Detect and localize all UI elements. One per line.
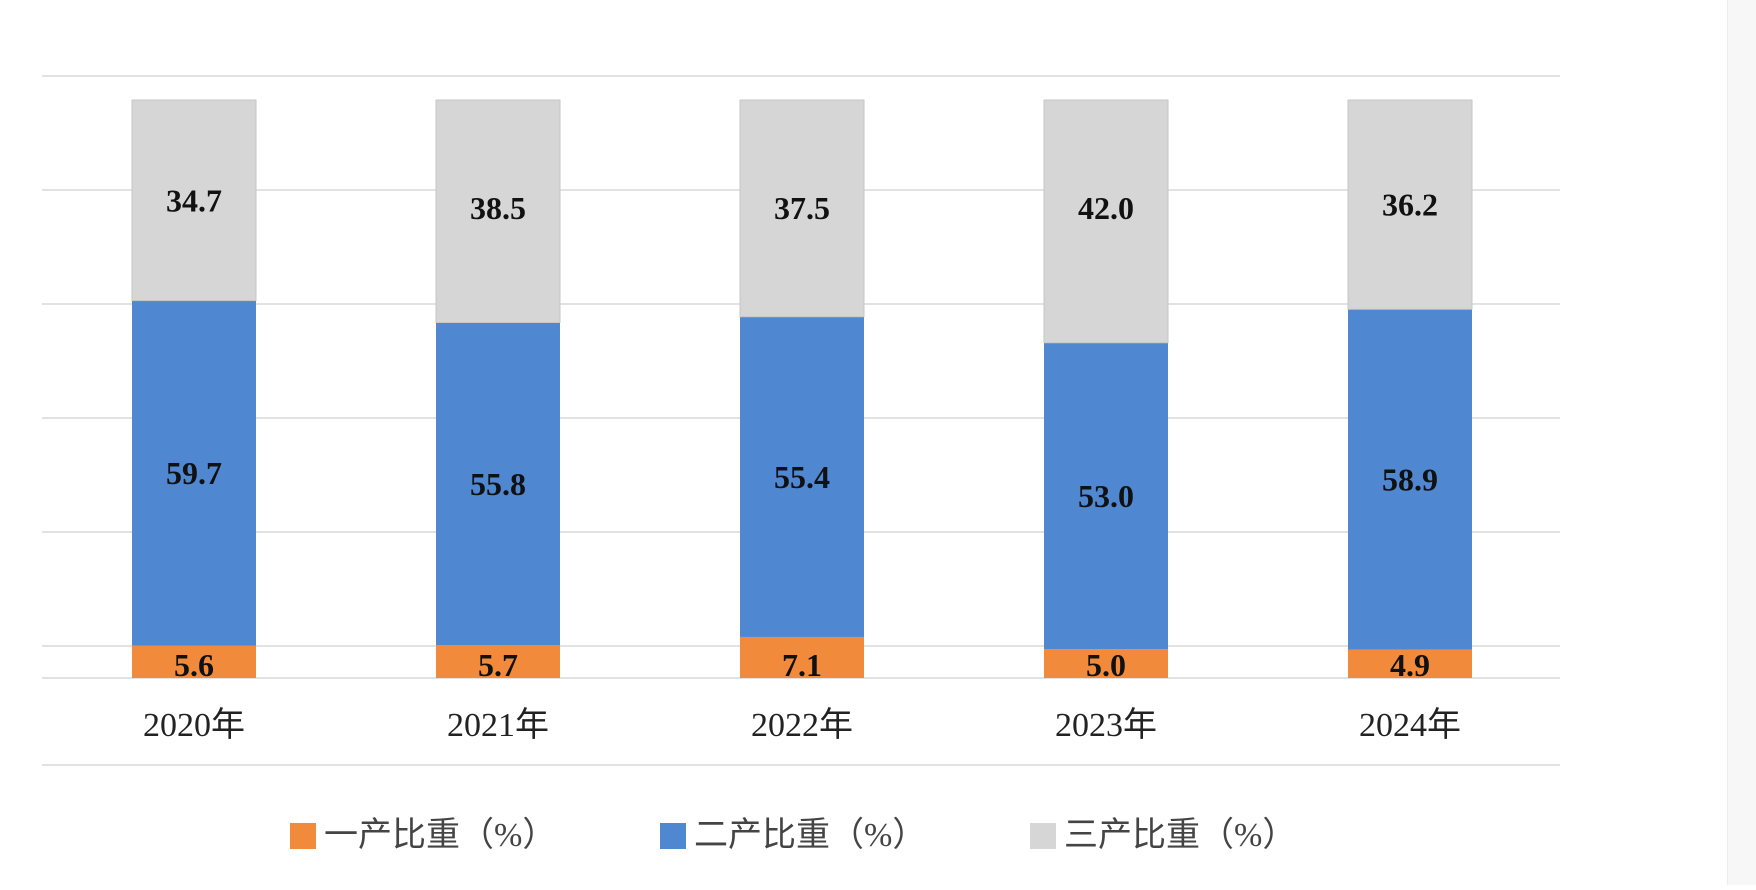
x-tick-label: 2022年 bbox=[751, 706, 853, 744]
data-label: 42.0 bbox=[1078, 190, 1134, 226]
legend-swatch bbox=[1030, 823, 1056, 849]
bar-segment bbox=[132, 300, 256, 646]
x-tick-label: 2020年 bbox=[143, 706, 245, 744]
bar-segment bbox=[1044, 649, 1168, 678]
data-label: 7.1 bbox=[782, 647, 822, 683]
x-axis: 2020年 2021年 2022年 2023年 2024年 bbox=[143, 706, 1461, 744]
legend-label: 一产比重（%） bbox=[324, 816, 556, 854]
legend: 一产比重（%） 二产比重（%） 三产比重（%） bbox=[290, 816, 1296, 854]
data-labels: 5.6 59.7 34.7 5.7 55.8 38.5 7.1 55.4 37.5 5.0 53.0… bbox=[166, 182, 1438, 683]
data-label: 5.0 bbox=[1086, 647, 1126, 683]
data-label: 55.8 bbox=[470, 466, 526, 502]
bar-segment bbox=[436, 645, 560, 678]
bar-segment bbox=[740, 316, 864, 637]
bars bbox=[131, 99, 1473, 678]
data-label: 4.9 bbox=[1390, 647, 1430, 683]
data-label: 38.5 bbox=[470, 190, 526, 226]
data-label: 58.9 bbox=[1382, 461, 1438, 497]
x-tick-label: 2021年 bbox=[447, 706, 549, 744]
bar-segment bbox=[1043, 99, 1169, 344]
bar-segment bbox=[740, 636, 864, 678]
bar-segment bbox=[435, 99, 561, 324]
bar-segment bbox=[739, 99, 865, 318]
legend-label: 三产比重（%） bbox=[1064, 816, 1296, 854]
bar-segment bbox=[132, 645, 256, 678]
bar-segment bbox=[436, 322, 560, 646]
data-label: 5.7 bbox=[478, 647, 518, 683]
data-label: 34.7 bbox=[166, 182, 222, 218]
bar-segment bbox=[1348, 649, 1472, 678]
bar-segment bbox=[131, 99, 257, 302]
bar-segment bbox=[1044, 342, 1168, 650]
data-label: 37.5 bbox=[774, 190, 830, 226]
data-label: 5.6 bbox=[174, 647, 214, 683]
data-label: 59.7 bbox=[166, 455, 222, 491]
data-label: 55.4 bbox=[774, 459, 830, 495]
legend-swatch bbox=[660, 823, 686, 849]
page-edge bbox=[1727, 0, 1756, 885]
legend-swatch bbox=[290, 823, 316, 849]
bar-segment bbox=[1347, 99, 1473, 310]
bar-segment bbox=[1348, 309, 1472, 650]
x-tick-label: 2023年 bbox=[1055, 706, 1157, 744]
x-tick-label: 2024年 bbox=[1359, 706, 1461, 744]
data-label: 36.2 bbox=[1382, 187, 1438, 223]
data-label: 53.0 bbox=[1078, 478, 1134, 514]
legend-label: 二产比重（%） bbox=[694, 816, 926, 854]
